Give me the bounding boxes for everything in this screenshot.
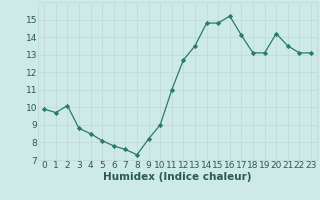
X-axis label: Humidex (Indice chaleur): Humidex (Indice chaleur): [103, 172, 252, 182]
